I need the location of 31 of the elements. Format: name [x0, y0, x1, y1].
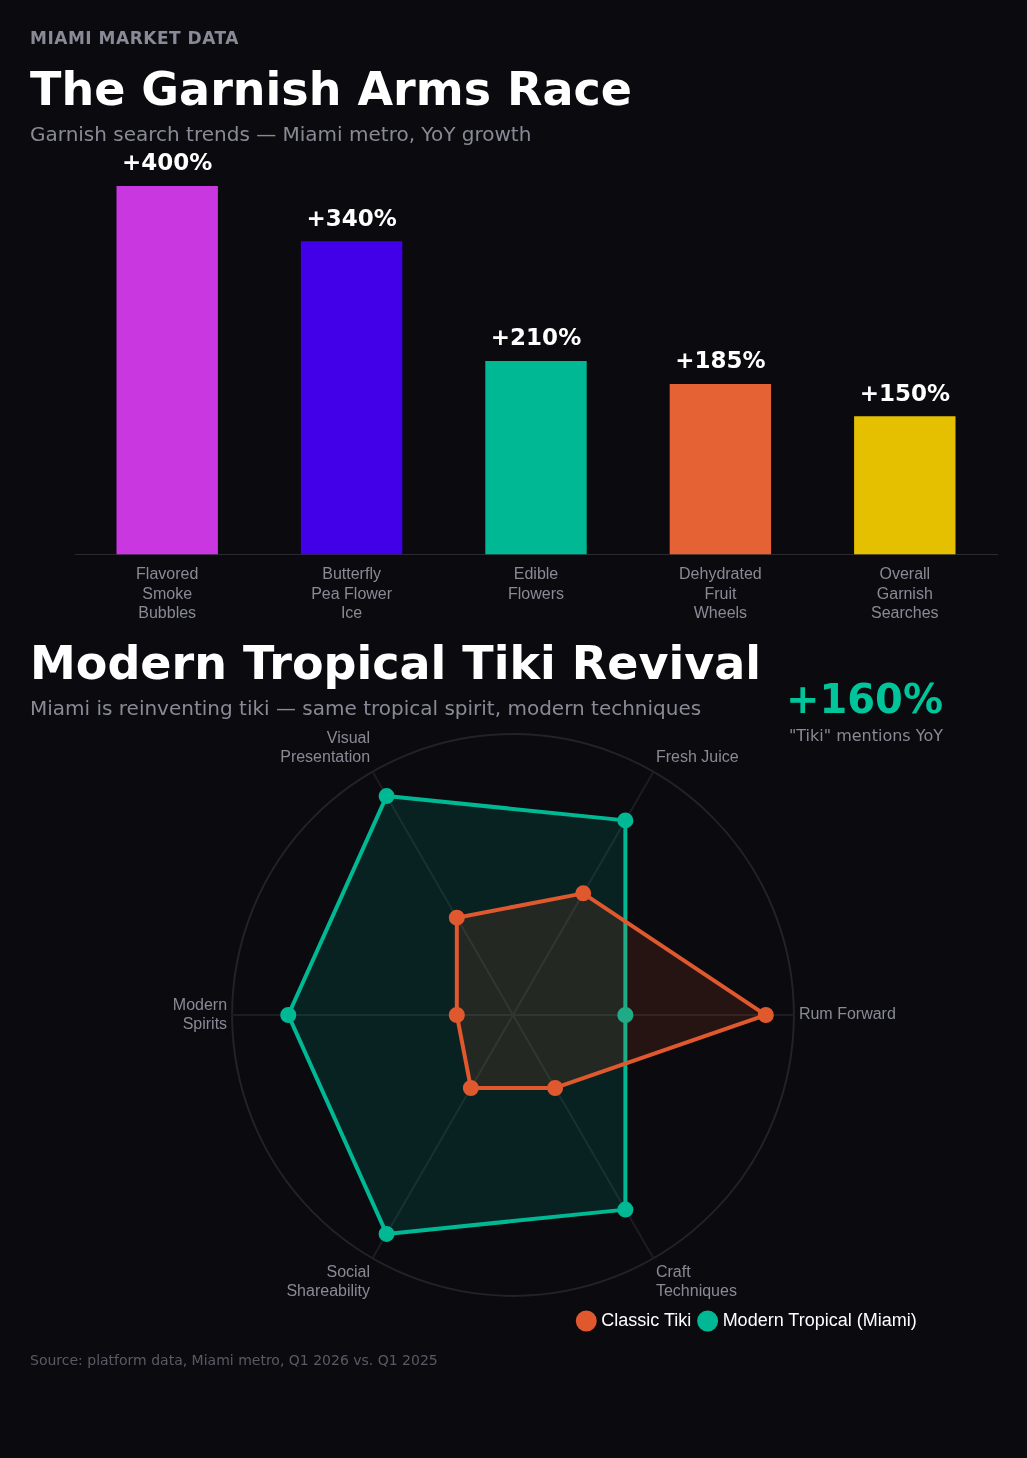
- data-label: +400%: [122, 149, 213, 176]
- spoke-label: Craft Techniques: [655, 1262, 737, 1299]
- chart-title: The Garnish Arms Race: [30, 62, 634, 116]
- bar: [854, 416, 956, 555]
- data-label: +210%: [490, 324, 582, 351]
- x-tick-label: Dehydrated Fruit Wheels: [679, 565, 762, 621]
- x-tick-label: Edible Flowers: [507, 565, 565, 602]
- text: +160%: [785, 676, 943, 722]
- legend-label: Modern Tropical (Miami): [722, 1309, 917, 1330]
- text: "Tiki" mentions YoY: [788, 726, 943, 745]
- spoke-label: Visual Presentation: [280, 729, 371, 766]
- data-label: +150%: [859, 379, 950, 406]
- bar: [485, 360, 587, 555]
- spoke-label: Rum Forward: [798, 1005, 896, 1023]
- x-tick-label: Overall Garnish Searches: [871, 565, 939, 621]
- spoke-label: Fresh Juice: [655, 748, 739, 766]
- spoke-label: Social Shareability: [286, 1262, 371, 1299]
- bar: [116, 186, 218, 555]
- data-label: +185%: [675, 347, 766, 374]
- legend-label: Classic Tiki: [601, 1309, 692, 1330]
- spoke-label: Modern Spirits: [172, 995, 228, 1033]
- source-note: Source: platform data, Miami metro, Q1 2026 vs. Q1 2025: [29, 1352, 439, 1368]
- chart-subtitle: Miami is reinventing tiki — same tropical spirit, modern techniques: [30, 696, 702, 720]
- x-tick-label: Butterfly Pea Flower Ice: [311, 565, 393, 621]
- chart-subtitle: Garnish search trends — Miami metro, YoY growth: [30, 122, 533, 146]
- bar: [300, 241, 403, 555]
- bar: [669, 384, 772, 555]
- data-label: +340%: [306, 204, 397, 231]
- text: MIAMI MARKET DATA: [30, 28, 239, 48]
- x-tick-label: Flavored Smoke Bubbles: [136, 565, 199, 621]
- chart-title: Modern Tropical Tiki Revival: [30, 636, 762, 690]
